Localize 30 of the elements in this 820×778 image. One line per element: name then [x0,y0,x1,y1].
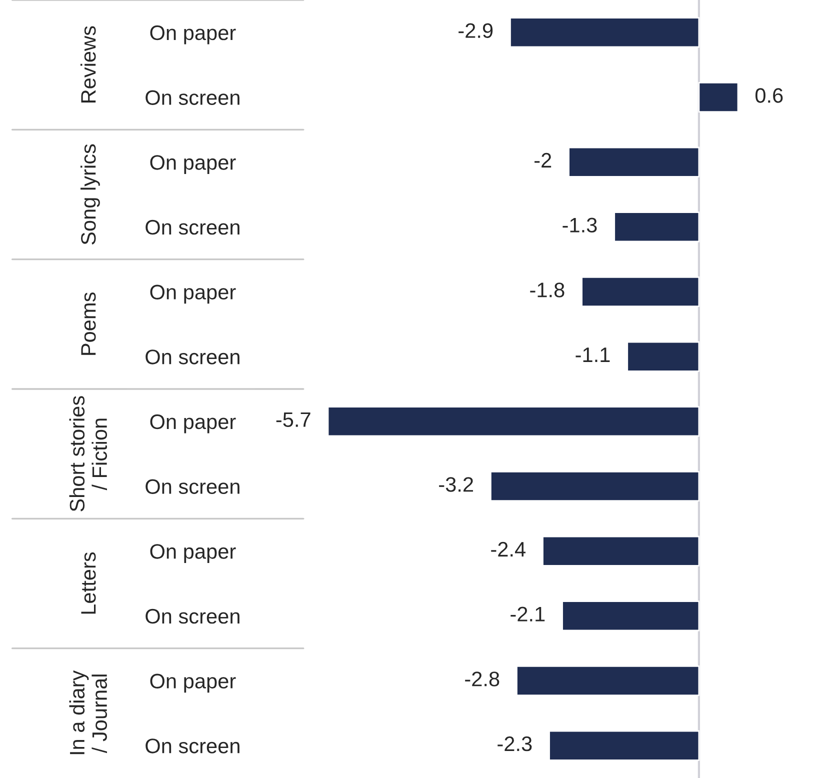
text: Poems [81,292,96,355]
data-label: 0.6 [755,88,783,103]
y-tick-label: On paper [150,284,236,304]
text: Reviews [80,26,96,102]
data-label: -2.9 [458,23,493,38]
data-label: -2 [534,152,552,168]
data-label: -3.2 [439,477,473,492]
text: Letters [81,552,96,614]
text: Song lyrics [80,144,100,244]
data-label: -5.7 [276,412,310,428]
data-label: -1.8 [530,282,564,298]
text: In a diary / Journal [69,670,108,754]
data-label: -1.3 [562,218,597,233]
y-tick-label: On screen [146,350,240,364]
y-tick-label: On screen [146,608,240,624]
y-tick-label: On paper [150,155,236,174]
y-tick-label: On paper [150,414,236,434]
data-label: -1.1 [576,348,610,362]
y-tick-label: On paper [150,674,236,693]
data-label: -2.1 [510,606,545,622]
y-tick-label: On screen [146,738,240,754]
data-label: -2.4 [491,542,526,556]
y-tick-label: On paper [150,25,236,44]
data-label: -2.8 [465,672,500,686]
text: Short stories / Fiction [69,396,108,512]
y-tick-label: On screen [146,220,240,235]
y-tick-label: On paper [150,544,236,563]
y-tick-label: On screen [146,479,240,494]
y-tick-label: On screen [146,90,240,106]
data-label: -2.3 [498,736,532,752]
